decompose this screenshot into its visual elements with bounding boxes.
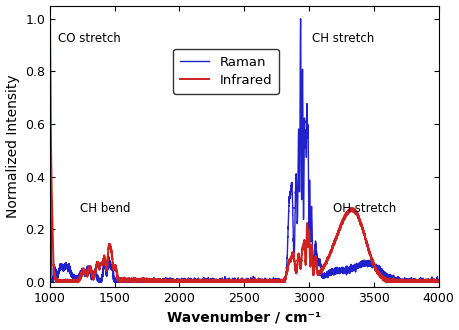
Raman xyxy=(188,279,193,283)
Raman xyxy=(50,280,55,284)
X-axis label: Wavenumber / cm⁻¹: Wavenumber / cm⁻¹ xyxy=(167,311,320,324)
Raman xyxy=(293,205,299,209)
Infrared xyxy=(277,280,282,284)
Infrared xyxy=(188,280,193,284)
Text: CO stretch: CO stretch xyxy=(58,32,120,45)
Infrared xyxy=(293,267,299,271)
Y-axis label: Normalized Intensity: Normalized Intensity xyxy=(6,75,20,218)
Infrared xyxy=(47,17,53,21)
Legend: Raman, Infrared: Raman, Infrared xyxy=(173,49,278,94)
Raman xyxy=(335,269,340,273)
Line: Raman: Raman xyxy=(50,19,437,282)
Infrared xyxy=(53,280,59,284)
Raman xyxy=(435,279,440,283)
Raman xyxy=(355,262,361,266)
Raman xyxy=(47,90,53,94)
Raman xyxy=(277,280,282,284)
Raman xyxy=(67,268,72,272)
Text: CH stretch: CH stretch xyxy=(311,32,373,45)
Infrared xyxy=(435,280,440,284)
Infrared xyxy=(355,216,361,220)
Raman xyxy=(297,17,302,21)
Infrared xyxy=(335,231,340,235)
Text: OH stretch: OH stretch xyxy=(332,202,395,215)
Infrared xyxy=(67,280,72,284)
Line: Infrared: Infrared xyxy=(50,19,437,282)
Infrared xyxy=(47,17,53,21)
Text: CH bend: CH bend xyxy=(79,202,130,215)
